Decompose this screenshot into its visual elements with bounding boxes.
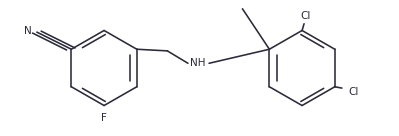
Text: N: N <box>24 26 32 36</box>
Text: Cl: Cl <box>349 87 359 97</box>
Text: Cl: Cl <box>301 11 311 21</box>
Text: NH: NH <box>190 58 205 68</box>
Text: F: F <box>101 113 107 123</box>
